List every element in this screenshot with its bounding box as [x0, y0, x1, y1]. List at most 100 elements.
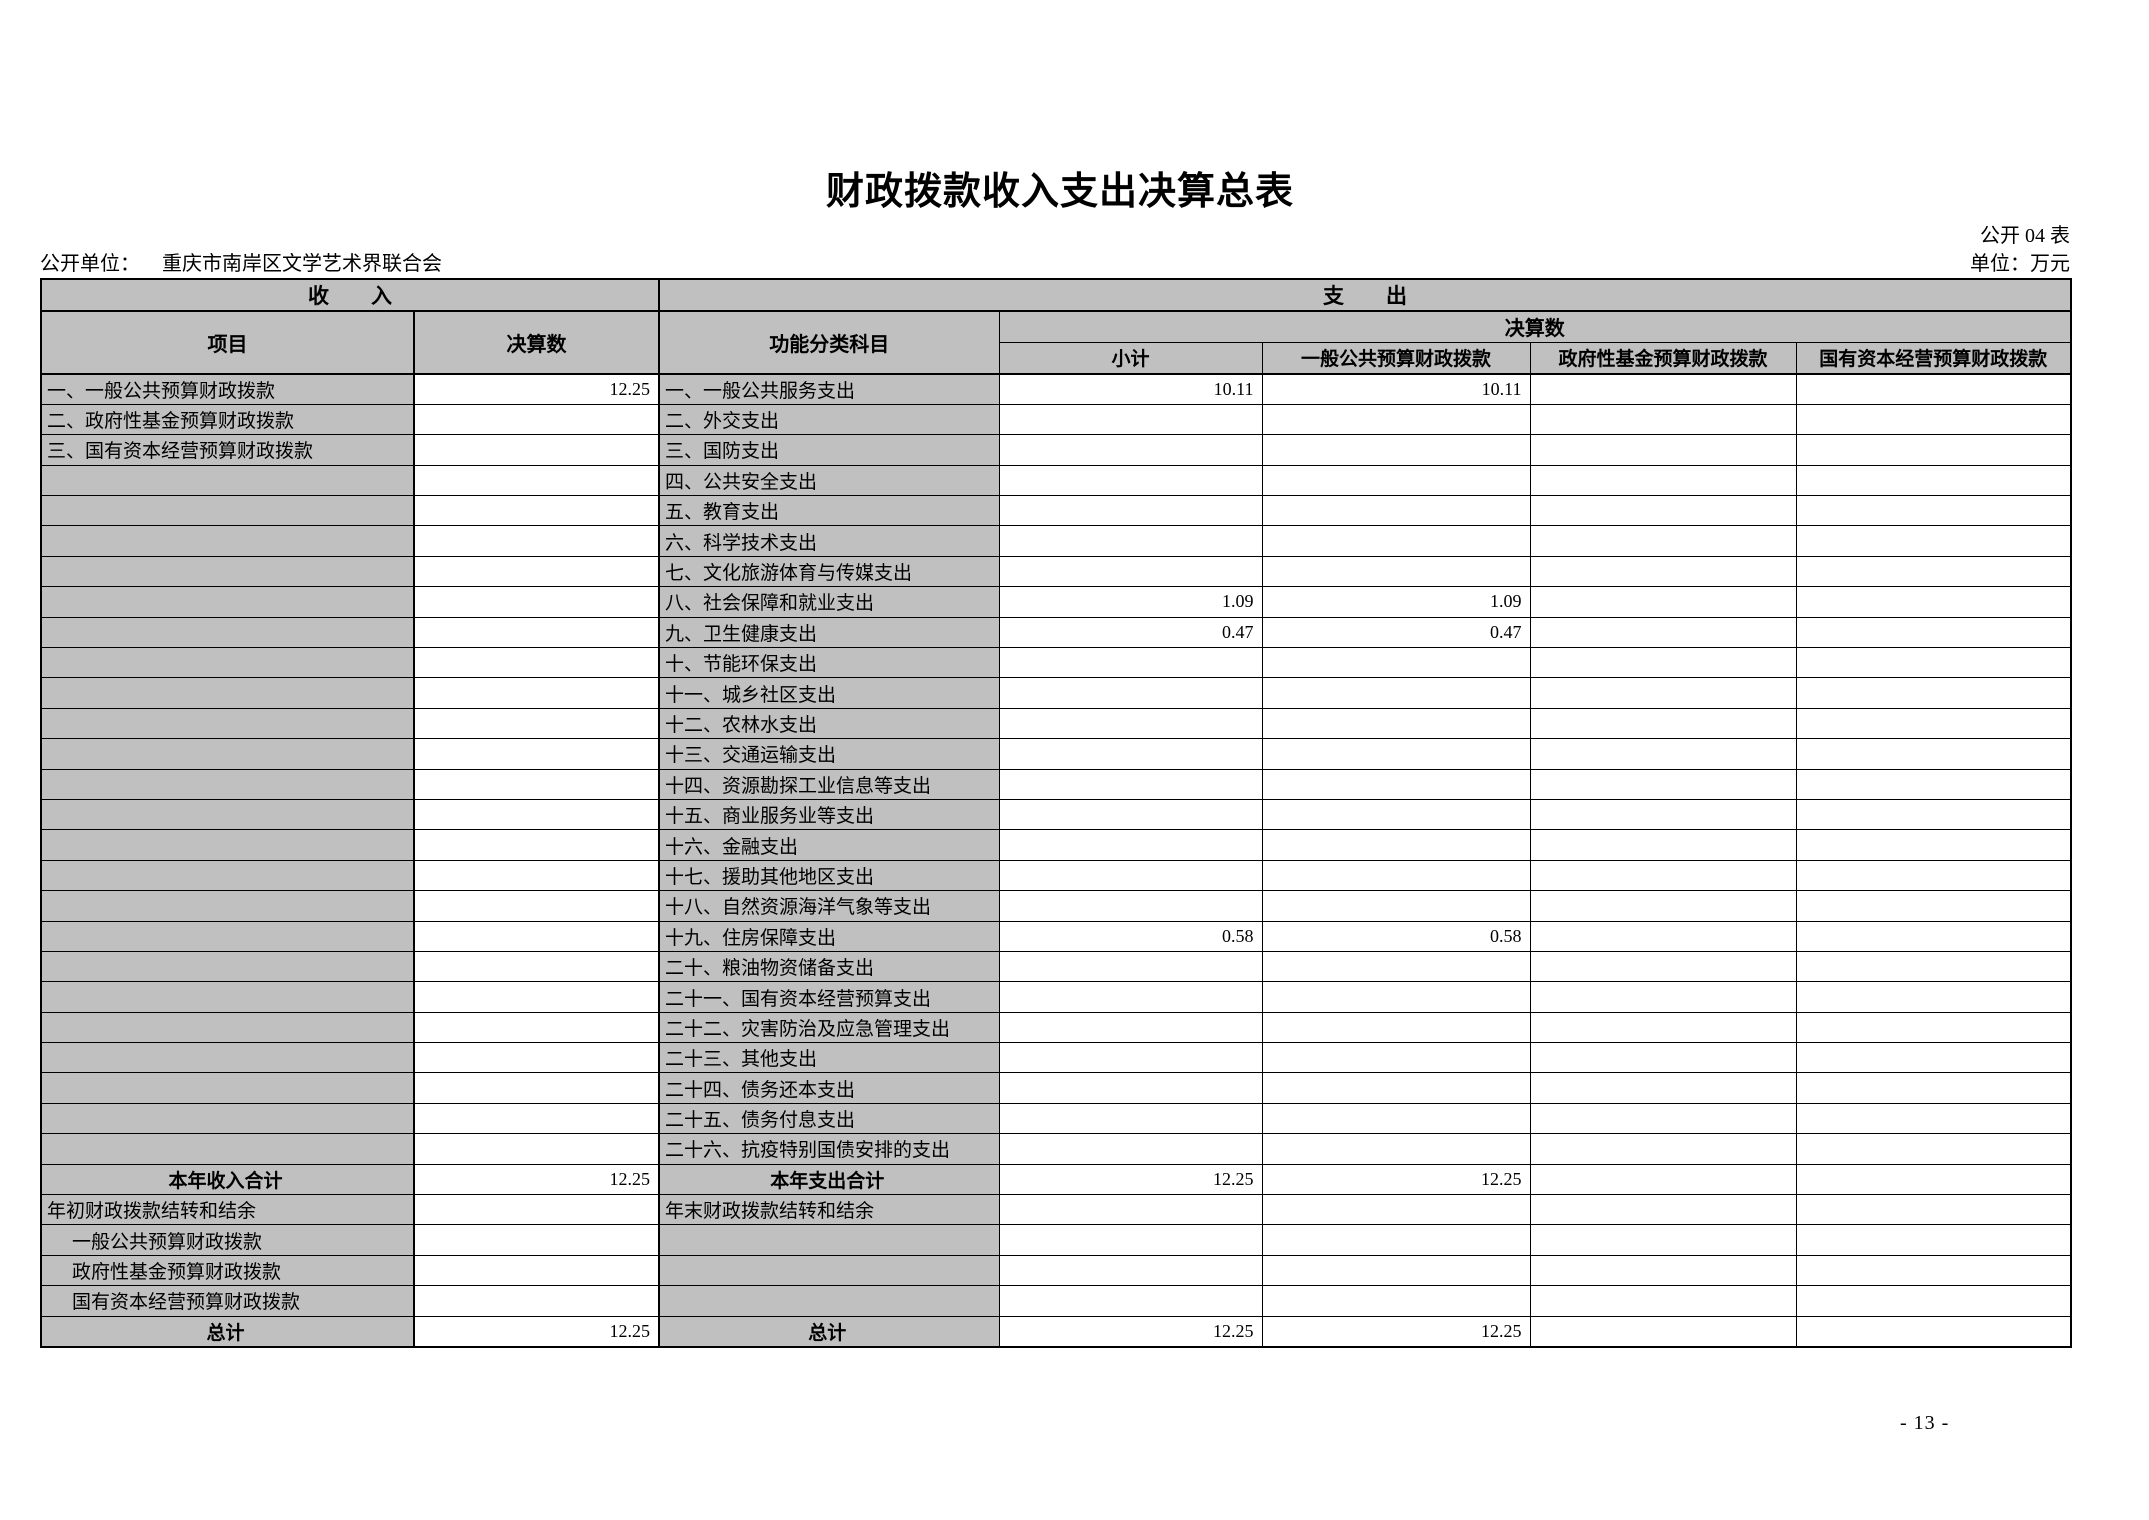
income-item-cell: [40, 616, 415, 649]
income-amount-cell: [413, 829, 660, 861]
expense-gov-fund-cell: [1529, 1254, 1797, 1287]
expense-gov-fund-cell: [1529, 920, 1797, 952]
expense-state-capital-cell: [1795, 403, 2072, 436]
expense-general-budget-cell: [1261, 495, 1531, 527]
expense-item-cell: [658, 1254, 1000, 1287]
expense-item-cell: 十一、城乡社区支出: [658, 677, 1000, 709]
expense-state-capital-cell: [1795, 677, 2072, 709]
income-item-cell: 一、一般公共预算财政拨款: [40, 373, 415, 405]
income-amount-cell: [413, 1254, 660, 1287]
header-row-upper: 项目 决算数 功能分类科目 决算数: [40, 310, 2072, 375]
fiscal-appropriation-table: 收 入 支 出 项目 决算数 功能分类科目 决算数 小计 一般公共预算财政拨款 …: [40, 278, 2073, 1348]
expense-subtotal-cell: [998, 1072, 1263, 1104]
expense-gov-fund-cell: [1529, 495, 1797, 527]
expense-subtotal-cell: [998, 981, 1263, 1013]
income-amount-cell: [413, 1011, 660, 1044]
income-amount-cell: [413, 403, 660, 436]
expense-subtotal-cell: [998, 1011, 1263, 1044]
table-code: 公开 04 表: [1980, 225, 2070, 247]
expense-state-capital-cell: [1795, 768, 2072, 800]
income-item-cell: [40, 1102, 415, 1135]
expense-state-capital-cell: [1795, 1133, 2072, 1165]
expense-gov-fund-cell: [1529, 890, 1797, 922]
expense-general-budget-cell: [1261, 981, 1531, 1013]
expense-general-budget-cell: [1261, 677, 1531, 709]
expense-state-capital-cell: [1795, 1194, 2072, 1226]
income-item-cell: 二、政府性基金预算财政拨款: [40, 403, 415, 436]
income-item-cell: 一般公共预算财政拨款: [40, 1224, 415, 1256]
expenditure-section-header: 支 出: [657, 278, 2072, 312]
expense-general-budget-cell: 10.11: [1261, 373, 1531, 405]
table-row: 国有资本经营预算财政拨款: [40, 1285, 2072, 1317]
expense-item-cell: 二十五、债务付息支出: [658, 1102, 1000, 1135]
table-row: 年初财政拨款结转和结余 年末财政拨款结转和结余: [40, 1194, 2072, 1226]
currency-unit-note: 单位：万元: [1970, 253, 2070, 275]
expense-item-cell: 二十四、债务还本支出: [658, 1072, 1000, 1104]
expense-gov-fund-cell: [1529, 403, 1797, 436]
income-item-cell: [40, 1072, 415, 1104]
table-row: 十三、交通运输支出: [40, 738, 2072, 770]
expense-state-capital-cell: [1795, 647, 2072, 679]
expense-gov-fund-cell: [1529, 434, 1797, 466]
expense-subtotal-cell: [998, 798, 1263, 831]
income-amount-cell: [413, 768, 660, 800]
expense-item-cell: 十三、交通运输支出: [658, 738, 1000, 770]
table-row: 总计 12.25 总计 12.25 12.25: [40, 1315, 2072, 1348]
expense-gov-fund-cell: [1529, 586, 1797, 618]
income-amount-cell: [413, 1194, 660, 1226]
income-item-cell: 三、国有资本经营预算财政拨款: [40, 434, 415, 466]
expense-general-budget-cell: [1261, 555, 1531, 588]
expense-state-capital-cell: [1795, 798, 2072, 831]
table-row: 四、公共安全支出: [40, 464, 2072, 497]
expense-gov-fund-cell: [1529, 1163, 1797, 1196]
expense-state-capital-cell: [1795, 738, 2072, 770]
expense-item-cell: 十四、资源勘探工业信息等支出: [658, 768, 1000, 800]
expense-state-capital-cell: [1795, 707, 2072, 740]
income-amount-cell: [413, 981, 660, 1013]
expense-subtotal-cell: [998, 890, 1263, 922]
income-amount-cell: [413, 1224, 660, 1256]
expense-subtotal-cell: [998, 1133, 1263, 1165]
expense-subtotal-cell: [998, 555, 1263, 588]
expense-subtotal-cell: 0.47: [998, 616, 1263, 649]
table-row: 本年收入合计 12.25 本年支出合计 12.25 12.25: [40, 1163, 2072, 1196]
table-row: 十九、住房保障支出 0.58 0.58: [40, 920, 2072, 952]
income-item-cell: [40, 525, 415, 557]
expense-state-capital-cell: [1795, 1285, 2072, 1317]
income-amount-cell: 12.25: [413, 1315, 660, 1348]
expense-general-budget-cell: 0.47: [1261, 616, 1531, 649]
expense-subtotal-cell: [998, 1102, 1263, 1135]
expense-state-capital-cell: [1795, 555, 2072, 588]
expense-state-capital-cell: [1795, 829, 2072, 861]
expense-item-cell: 二十、粮油物资储备支出: [658, 950, 1000, 983]
expense-gov-fund-cell: [1529, 829, 1797, 861]
expense-item-cell: 四、公共安全支出: [658, 464, 1000, 497]
income-item-cell: [40, 920, 415, 952]
income-item-cell: 年初财政拨款结转和结余: [40, 1194, 415, 1226]
income-amount-cell: [413, 890, 660, 922]
income-item-cell: [40, 647, 415, 679]
expense-general-budget-cell: [1261, 1194, 1531, 1226]
income-item-cell: [40, 495, 415, 527]
expense-item-cell: 年末财政拨款结转和结余: [658, 1194, 1000, 1226]
expense-general-budget-cell: [1261, 768, 1531, 800]
income-item-header: 项目: [40, 310, 415, 375]
income-amount-cell: [413, 1042, 660, 1074]
expense-state-capital-cell: [1795, 890, 2072, 922]
income-item-cell: [40, 768, 415, 800]
expense-state-capital-cell: [1795, 1224, 2072, 1256]
income-amount-cell: 12.25: [413, 1163, 660, 1196]
expense-item-cell: 十五、商业服务业等支出: [658, 798, 1000, 831]
income-amount-cell: [413, 647, 660, 679]
expense-general-budget-cell: [1261, 1133, 1531, 1165]
expense-state-capital-cell: [1795, 434, 2072, 466]
expense-subtotal-cell: [998, 1042, 1263, 1074]
table-row: 八、社会保障和就业支出 1.09 1.09: [40, 586, 2072, 618]
expense-subtotal-cell: [998, 859, 1263, 892]
expense-item-cell: [658, 1285, 1000, 1317]
expense-item-cell: 十六、金融支出: [658, 829, 1000, 861]
expense-subtotal-cell: [998, 829, 1263, 861]
expense-state-capital-cell: [1795, 1102, 2072, 1135]
section-band-row: 收 入 支 出: [40, 278, 2072, 312]
expense-general-budget-cell: [1261, 464, 1531, 497]
